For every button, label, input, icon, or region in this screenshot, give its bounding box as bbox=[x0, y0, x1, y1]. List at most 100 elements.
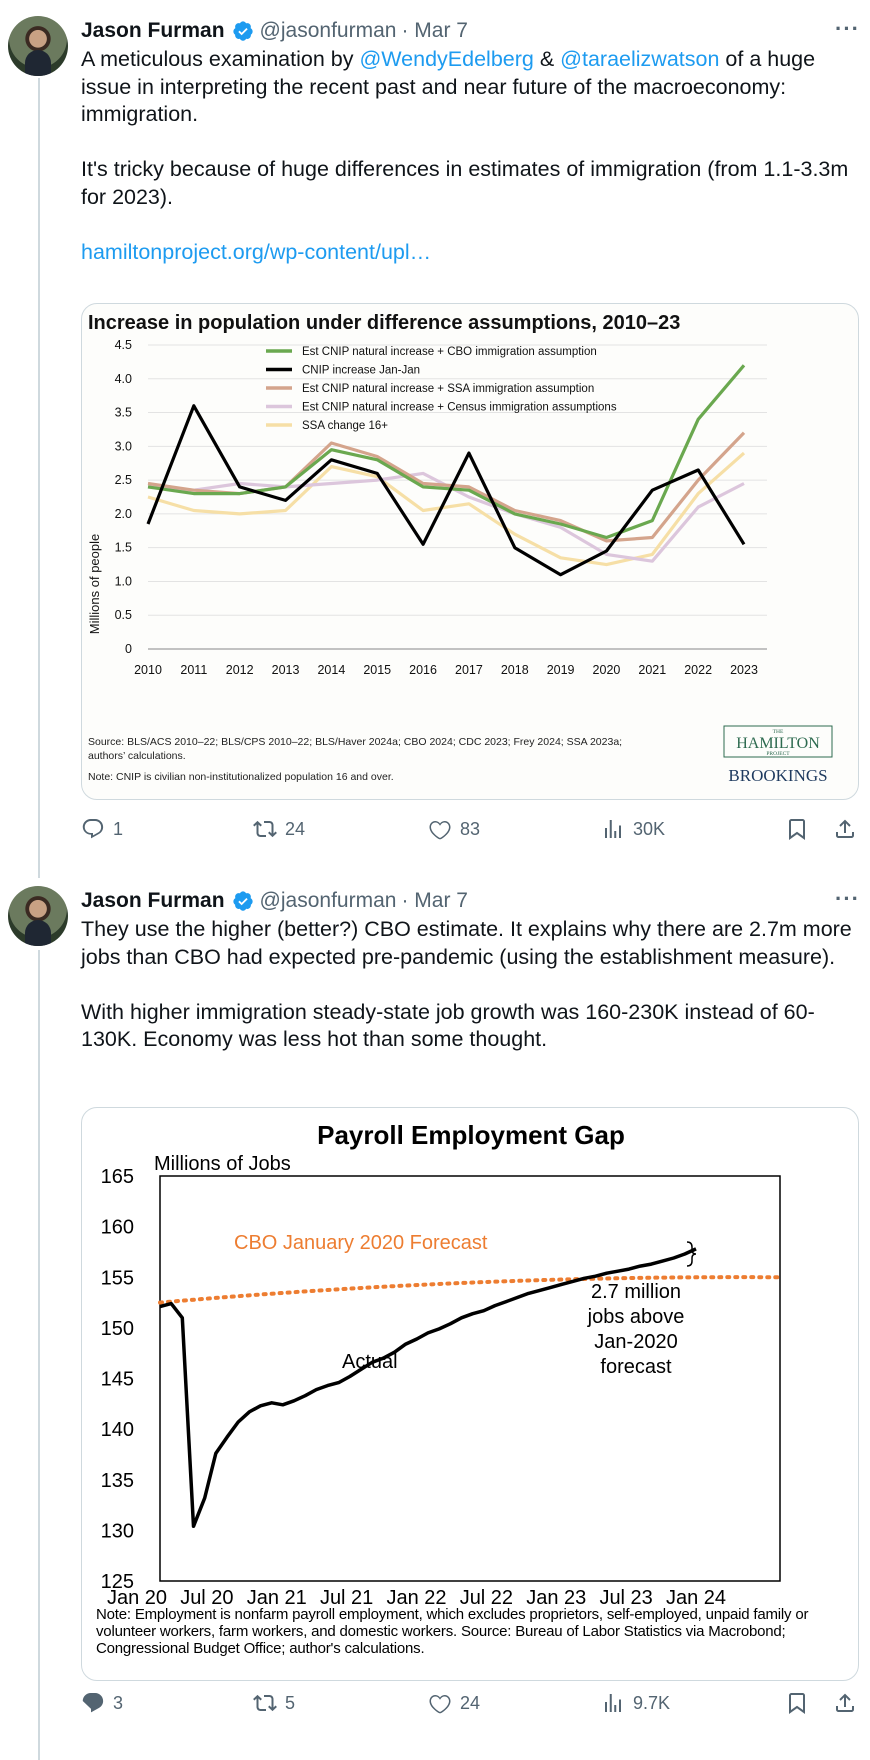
svg-text:jobs above: jobs above bbox=[587, 1306, 685, 1328]
share-icon bbox=[836, 1693, 854, 1712]
forecast-label: CBO January 2020 Forecast bbox=[234, 1232, 488, 1254]
like-count: 24 bbox=[460, 1692, 481, 1713]
mention-link[interactable]: @WendyEdelberg bbox=[359, 47, 534, 71]
chart-title: Payroll Employment Gap bbox=[317, 1120, 625, 1150]
avatar[interactable] bbox=[8, 886, 68, 946]
y-tick-label: 165 bbox=[101, 1166, 134, 1188]
x-tick-label: Jan 24 bbox=[666, 1587, 726, 1609]
heart-icon bbox=[429, 820, 451, 840]
reply-icon bbox=[82, 819, 104, 839]
text-segment: & bbox=[533, 47, 561, 71]
payroll-gap-chart: Payroll Employment Gap Millions of Jobs … bbox=[96, 1120, 809, 1657]
views-chart-icon bbox=[605, 820, 621, 838]
legend-label: SSA change 16+ bbox=[302, 420, 388, 432]
y-axis-label: Millions of Jobs bbox=[154, 1153, 291, 1175]
retweet-icon bbox=[253, 820, 277, 838]
verified-badge-icon bbox=[232, 891, 253, 911]
bookmark-icon bbox=[789, 1693, 805, 1714]
retweet-button[interactable]: 5 bbox=[253, 1688, 295, 1718]
bookmark-button[interactable] bbox=[785, 1688, 809, 1718]
chart-image-2[interactable]: Payroll Employment Gap Millions of Jobs … bbox=[81, 1107, 859, 1681]
y-tick-label: 145 bbox=[101, 1369, 134, 1391]
brookings-logo: BROOKINGS bbox=[728, 766, 827, 785]
y-tick-label: 125 bbox=[101, 1571, 134, 1593]
avatar[interactable] bbox=[8, 16, 68, 76]
tweet-date[interactable]: · Mar 7 bbox=[401, 889, 468, 912]
like-button[interactable]: 24 bbox=[428, 1688, 480, 1718]
y-tick-label: 4.0 bbox=[115, 372, 132, 386]
x-tick-label: 2014 bbox=[317, 663, 345, 677]
x-tick-label: Jan 21 bbox=[247, 1587, 307, 1609]
text-paragraph: It's tricky because of huge differences … bbox=[81, 157, 849, 209]
reply-button[interactable]: 1 bbox=[81, 814, 123, 844]
y-tick-label: 3.0 bbox=[115, 439, 132, 453]
series-line bbox=[147, 451, 746, 567]
bookmark-button[interactable] bbox=[785, 814, 809, 844]
bookmark-icon bbox=[789, 819, 805, 840]
share-button[interactable] bbox=[833, 814, 857, 844]
chart-note: Note: Employment is nonfarm payroll empl… bbox=[96, 1606, 809, 1657]
svg-text:forecast: forecast bbox=[600, 1356, 672, 1378]
svg-text:Jan-2020: Jan-2020 bbox=[594, 1331, 677, 1353]
mention-link[interactable]: @taraelizwatson bbox=[560, 47, 720, 71]
y-tick-label: 0 bbox=[125, 642, 132, 656]
tweet-date[interactable]: · Mar 7 bbox=[401, 19, 468, 42]
y-tick-label: 4.5 bbox=[115, 338, 132, 352]
like-button[interactable]: 83 bbox=[428, 814, 480, 844]
tweet-1[interactable]: Jason Furman @jasonfurman · Mar 7 ··· A … bbox=[0, 0, 870, 870]
tweet-header: Jason Furman @jasonfurman · Mar 7 bbox=[81, 886, 468, 916]
author-handle[interactable]: @jasonfurman bbox=[259, 889, 397, 912]
legend-label: Est CNIP natural increase + CBO immigrat… bbox=[302, 346, 597, 358]
x-tick-label: Jan 20 bbox=[107, 1587, 167, 1609]
y-tick-label: 1.0 bbox=[115, 574, 132, 588]
retweet-icon bbox=[253, 1694, 277, 1712]
y-axis-label: Millions of people bbox=[87, 534, 102, 634]
author-handle[interactable]: @jasonfurman bbox=[259, 19, 397, 42]
tweet-text: They use the higher (better?) CBO estima… bbox=[81, 916, 856, 1054]
reply-count: 1 bbox=[113, 818, 124, 839]
x-tick-label: 2019 bbox=[547, 663, 575, 677]
y-tick-label: 140 bbox=[101, 1419, 134, 1441]
source-text-1: Source: BLS/ACS 2010–22; BLS/CPS 2010–22… bbox=[88, 736, 622, 748]
note-text: Note: CNIP is civilian non-institutional… bbox=[88, 771, 394, 783]
views-button[interactable]: 30K bbox=[601, 814, 665, 844]
y-tick-label: 155 bbox=[101, 1267, 134, 1289]
verified-badge-icon bbox=[232, 21, 253, 41]
y-tick-label: 3.5 bbox=[115, 406, 132, 420]
url-link[interactable]: hamiltonproject.org/wp-content/upl… bbox=[81, 239, 432, 264]
chart-image-1[interactable]: Increase in population under difference … bbox=[81, 303, 859, 800]
x-tick-label: Jul 21 bbox=[320, 1587, 373, 1609]
y-tick-label: 1.5 bbox=[115, 541, 132, 555]
author-name[interactable]: Jason Furman bbox=[81, 19, 225, 42]
author-name[interactable]: Jason Furman bbox=[81, 889, 225, 912]
x-tick-label: 2022 bbox=[684, 663, 712, 677]
more-options-icon[interactable]: ··· bbox=[835, 16, 860, 41]
reply-button[interactable]: 3 bbox=[81, 1688, 123, 1718]
share-button[interactable] bbox=[833, 1688, 857, 1718]
views-count: 30K bbox=[633, 818, 666, 839]
retweet-count: 5 bbox=[285, 1692, 296, 1713]
hamilton-logo: THE HAMILTON PROJECT bbox=[723, 725, 833, 758]
x-tick-label: 2021 bbox=[638, 663, 666, 677]
tweet-2[interactable]: Jason Furman @jasonfurman · Mar 7 ··· Th… bbox=[0, 870, 870, 1760]
y-tick-label: 130 bbox=[101, 1520, 134, 1542]
source-text-2: authors’ calculations. bbox=[88, 750, 186, 762]
tweet-text: A meticulous examination by @WendyEdelbe… bbox=[81, 46, 856, 266]
like-count: 83 bbox=[460, 818, 481, 839]
text-segment: A meticulous examination by bbox=[81, 47, 360, 71]
x-tick-label: Jan 23 bbox=[526, 1587, 586, 1609]
retweet-button[interactable]: 24 bbox=[253, 814, 305, 844]
thread-line-bottom bbox=[38, 950, 40, 1760]
population-chart: Increase in population under difference … bbox=[87, 312, 833, 785]
x-tick-label: 2023 bbox=[730, 663, 758, 677]
y-tick-label: 160 bbox=[101, 1217, 134, 1239]
svg-text:2.7 million: 2.7 million bbox=[591, 1281, 681, 1303]
x-tick-label: 2018 bbox=[501, 663, 529, 677]
actual-line bbox=[159, 1247, 697, 1529]
x-tick-label: 2020 bbox=[593, 663, 621, 677]
svg-text:THE: THE bbox=[773, 729, 784, 735]
x-tick-label: 2012 bbox=[226, 663, 254, 677]
more-options-icon[interactable]: ··· bbox=[835, 886, 860, 911]
svg-text:HAMILTON: HAMILTON bbox=[736, 735, 820, 752]
views-button[interactable]: 9.7K bbox=[601, 1688, 670, 1718]
